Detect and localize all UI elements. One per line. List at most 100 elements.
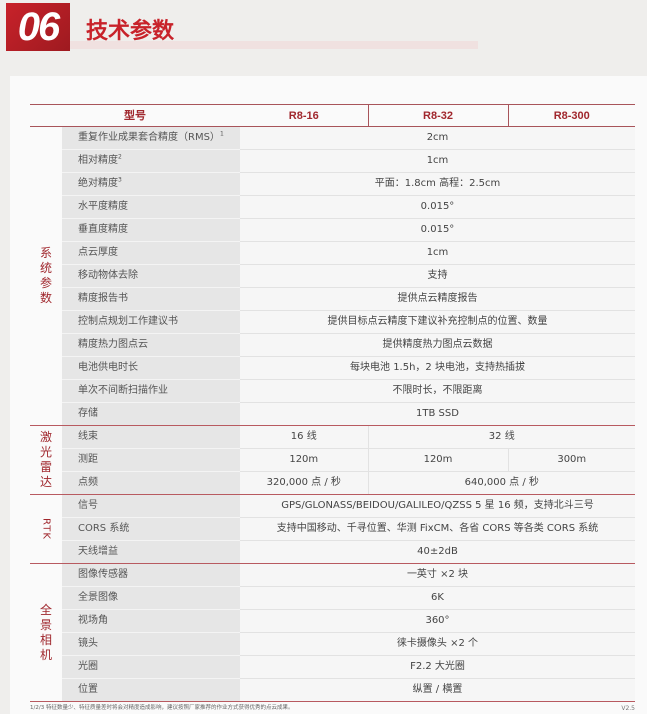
spec-label: 镜头 xyxy=(62,632,240,656)
section-number-badge: 06 xyxy=(6,3,70,51)
spec-label-text: 单次不间断扫描作业 xyxy=(78,385,168,396)
spec-value-r8-16: 16 线 xyxy=(240,425,368,449)
spec-label: 重复作业成果套合精度（RMS）1 xyxy=(62,126,240,150)
spec-value: 每块电池 1.5h，2 块电池，支持热插拔 xyxy=(240,356,635,380)
spec-label-text: 精度报告书 xyxy=(78,293,128,304)
spec-label: 线束 xyxy=(62,425,240,449)
spec-row: 位置 纵置 / 横置 xyxy=(30,678,635,702)
col-model: 型号 xyxy=(30,104,240,127)
spec-row: 视场角 360° xyxy=(30,609,635,633)
col-r8-32: R8-32 xyxy=(367,104,508,127)
spec-label: 精度热力图点云 xyxy=(62,333,240,357)
spec-label-text: 图像传感器 xyxy=(78,569,128,580)
spec-label-text: 垂直度精度 xyxy=(78,224,128,235)
spec-row: 水平度精度 0.015° xyxy=(30,195,635,219)
spec-value: GPS/GLONASS/BEIDOU/GALILEO/QZSS 5 星 16 频… xyxy=(240,494,635,518)
spec-row: CORS 系统 支持中国移动、千寻位置、华测 FixCM、各省 CORS 等各类 … xyxy=(30,517,635,541)
spec-value: F2.2 大光圈 xyxy=(240,655,635,679)
spec-row: 电池供电时长 每块电池 1.5h，2 块电池，支持热插拔 xyxy=(30,356,635,380)
spec-value-r8-32-300: 32 线 xyxy=(367,425,635,449)
spec-label-text: 全景图像 xyxy=(78,592,118,603)
spec-value-r8-32: 120m xyxy=(367,448,508,472)
spec-value: 提供目标点云精度下建议补充控制点的位置、数量 xyxy=(240,310,635,334)
spec-row: 光圈 F2.2 大光圈 xyxy=(30,655,635,679)
spec-value: 纵置 / 横置 xyxy=(240,678,635,702)
spec-label-text: 镜头 xyxy=(78,638,98,649)
spec-label: 绝对精度3 xyxy=(62,172,240,196)
spec-label-text: 视场角 xyxy=(78,615,108,626)
spec-value: 360° xyxy=(240,609,635,633)
spec-row: 系统参数 重复作业成果套合精度（RMS）1 2cm xyxy=(30,126,635,426)
spec-sheet: 型号 R8-16 R8-32 R8-300 系统参数 重复作业成果套合精度（RMS… xyxy=(30,104,635,712)
spec-row: 激光雷达 线束 16 线 32 线 xyxy=(30,425,635,495)
spec-label: 水平度精度 xyxy=(62,195,240,219)
spec-value: 提供精度热力图点云数据 xyxy=(240,333,635,357)
col-r8-300: R8-300 xyxy=(507,104,635,127)
spec-label: 控制点规划工作建议书 xyxy=(62,310,240,334)
spec-value: 提供点云精度报告 xyxy=(240,287,635,311)
category-camera: 全景相机 xyxy=(30,563,62,702)
spec-row: 存储 1TB SSD xyxy=(30,402,635,426)
spec-row: 绝对精度3 平面：1.8cm 高程：2.5cm xyxy=(30,172,635,196)
spec-value: 6K xyxy=(240,586,635,610)
spec-label-text: 电池供电时长 xyxy=(78,362,138,373)
spec-row: 精度热力图点云 提供精度热力图点云数据 xyxy=(30,333,635,357)
page-title: 技术参数 xyxy=(86,19,175,44)
spec-label: 垂直度精度 xyxy=(62,218,240,242)
col-r8-16: R8-16 xyxy=(240,104,368,127)
spec-label: 光圈 xyxy=(62,655,240,679)
footnote-marker: 2 xyxy=(118,153,122,161)
spec-label: 全景图像 xyxy=(62,586,240,610)
spec-label: 点频 xyxy=(62,471,240,495)
spec-row: 天线增益 40±2dB xyxy=(30,540,635,564)
spec-value-r8-16: 320,000 点 / 秒 xyxy=(240,471,368,495)
spec-value: 徕卡摄像头 ×2 个 xyxy=(240,632,635,656)
spec-label: 天线增益 xyxy=(62,540,240,564)
spec-label-text: 重复作业成果套合精度（RMS） xyxy=(78,132,220,143)
spec-label-text: CORS 系统 xyxy=(78,523,130,534)
spec-label-text: 控制点规划工作建议书 xyxy=(78,316,178,327)
spec-label-text: 存储 xyxy=(78,408,98,419)
footnote-marker: 3 xyxy=(118,176,122,184)
spec-label: 测距 xyxy=(62,448,240,472)
spec-row: RTK 信号 GPS/GLONASS/BEIDOU/GALILEO/QZSS 5 星… xyxy=(30,494,635,564)
category-label: RTK xyxy=(40,518,52,540)
spec-label-text: 点云厚度 xyxy=(78,247,118,258)
spec-label: 存储 xyxy=(62,402,240,426)
spec-label: 信号 xyxy=(62,494,240,518)
spec-value: 支持中国移动、千寻位置、华测 FixCM、各省 CORS 等各类 CORS 系统 xyxy=(240,517,635,541)
category-label: 系统参数 xyxy=(40,246,53,305)
spec-label-text: 线束 xyxy=(78,431,98,442)
spec-value: 1TB SSD xyxy=(240,402,635,426)
title-underline xyxy=(70,41,478,49)
footer-row: 1/2/3 特征数量少、特征质量差时将会对精度造成影响，建议按照厂家推荐的作业方… xyxy=(30,705,635,712)
spec-value: 不限时长，不限距离 xyxy=(240,379,635,403)
spec-row: 单次不间断扫描作业 不限时长，不限距离 xyxy=(30,379,635,403)
spec-label-text: 天线增益 xyxy=(78,546,118,557)
spec-label-text: 位置 xyxy=(78,684,98,695)
spec-row: 精度报告书 提供点云精度报告 xyxy=(30,287,635,311)
spec-label: 位置 xyxy=(62,678,240,702)
spec-value: 1cm xyxy=(240,241,635,265)
spec-value: 支持 xyxy=(240,264,635,288)
spec-row: 垂直度精度 0.015° xyxy=(30,218,635,242)
footnote: 1/2/3 特征数量少、特征质量差时将会对精度造成影响，建议按照厂家推荐的作业方… xyxy=(30,705,294,711)
spec-value: 0.015° xyxy=(240,195,635,219)
spec-row: 镜头 徕卡摄像头 ×2 个 xyxy=(30,632,635,656)
spec-row: 移动物体去除 支持 xyxy=(30,264,635,288)
spec-label: 精度报告书 xyxy=(62,287,240,311)
header-row: 型号 R8-16 R8-32 R8-300 xyxy=(30,104,635,127)
spec-label: 电池供电时长 xyxy=(62,356,240,380)
spec-row: 点频 320,000 点 / 秒 640,000 点 / 秒 xyxy=(30,471,635,495)
category-system: 系统参数 xyxy=(30,126,62,426)
spec-row: 测距 120m 120m 300m xyxy=(30,448,635,472)
spec-label-text: 精度热力图点云 xyxy=(78,339,148,350)
footnote-marker: 1 xyxy=(219,130,224,138)
spec-label-text: 光圈 xyxy=(78,661,98,672)
spec-label: 视场角 xyxy=(62,609,240,633)
spec-value-r8-32-300: 640,000 点 / 秒 xyxy=(367,471,635,495)
category-label: 激光雷达 xyxy=(40,430,53,489)
spec-value: 2cm xyxy=(240,126,635,150)
spec-value-r8-16: 120m xyxy=(240,448,368,472)
spec-table: 型号 R8-16 R8-32 R8-300 系统参数 重复作业成果套合精度（RMS… xyxy=(30,104,635,702)
